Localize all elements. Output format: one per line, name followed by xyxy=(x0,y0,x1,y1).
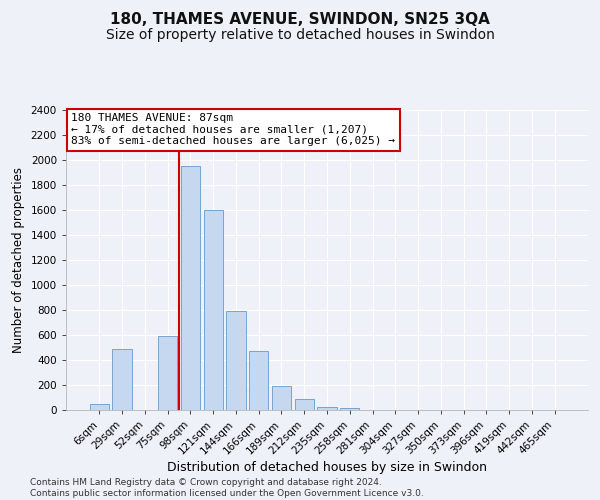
Text: Contains HM Land Registry data © Crown copyright and database right 2024.
Contai: Contains HM Land Registry data © Crown c… xyxy=(30,478,424,498)
Bar xyxy=(340,408,359,410)
Bar xyxy=(272,386,291,410)
Bar xyxy=(90,404,109,410)
X-axis label: Distribution of detached houses by size in Swindon: Distribution of detached houses by size … xyxy=(167,462,487,474)
Text: 180 THAMES AVENUE: 87sqm
← 17% of detached houses are smaller (1,207)
83% of sem: 180 THAMES AVENUE: 87sqm ← 17% of detach… xyxy=(71,113,395,146)
Text: 180, THAMES AVENUE, SWINDON, SN25 3QA: 180, THAMES AVENUE, SWINDON, SN25 3QA xyxy=(110,12,490,28)
Bar xyxy=(158,336,178,410)
Bar xyxy=(181,166,200,410)
Bar xyxy=(249,351,268,410)
Bar xyxy=(112,349,132,410)
Bar xyxy=(203,210,223,410)
Bar xyxy=(317,406,337,410)
Bar xyxy=(295,400,314,410)
Bar xyxy=(226,311,245,410)
Y-axis label: Number of detached properties: Number of detached properties xyxy=(12,167,25,353)
Text: Size of property relative to detached houses in Swindon: Size of property relative to detached ho… xyxy=(106,28,494,42)
